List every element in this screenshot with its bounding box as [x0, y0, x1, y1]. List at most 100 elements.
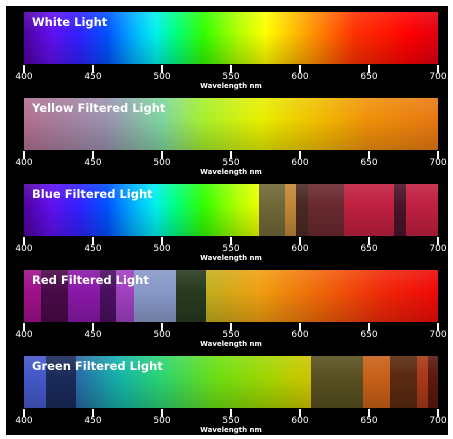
spectrum-band: [68, 270, 100, 322]
panel-red-filtered-light: Red Filtered Light 400 450 500 550 600 650 700…: [6, 264, 448, 349]
tick-label: 600: [291, 330, 309, 340]
panel-title: Blue Filtered Light: [32, 187, 153, 201]
tick-label: 700: [429, 72, 447, 82]
spectrum-diagram: White Light 400 450 500 550 600 650 700 Wavelen…: [6, 6, 448, 435]
axis-tick: [161, 323, 163, 331]
spectrum-bar: [24, 98, 438, 150]
tick-label: 600: [291, 244, 309, 254]
spectrum-band: [24, 356, 47, 408]
panel-green-filtered-light: Green Filtered Light 400 450 500 550 600 650 7…: [6, 350, 448, 435]
axis-tick: [92, 237, 94, 245]
axis-label: Wavelength nm: [200, 82, 262, 90]
spectrum-band: [311, 356, 364, 408]
axis-tick: [23, 151, 25, 159]
tick-label: 600: [291, 416, 309, 426]
panel-title: Yellow Filtered Light: [32, 101, 166, 115]
spectrum-band: [40, 270, 69, 322]
spectrum-band: [116, 270, 135, 322]
spectrum-band: [284, 184, 296, 236]
spectrum-band: [99, 270, 117, 322]
axis-label: Wavelength nm: [200, 254, 262, 262]
axis-tick: [161, 65, 163, 73]
tick-label: 450: [84, 244, 102, 254]
tick-label: 500: [153, 158, 171, 168]
spectrum-band: [46, 356, 77, 408]
axis-tick: [368, 237, 370, 245]
axis-tick: [161, 409, 163, 417]
axis-tick: [299, 323, 301, 331]
axis-tick: [437, 151, 439, 159]
tick-label: 600: [291, 158, 309, 168]
tick-label: 600: [291, 72, 309, 82]
panel-title: Red Filtered Light: [32, 273, 149, 287]
tick-label: 400: [15, 330, 33, 340]
axis-tick: [368, 65, 370, 73]
spectrum-bar: [24, 12, 438, 64]
spectrum-band: [406, 184, 438, 236]
tick-label: 400: [15, 72, 33, 82]
axis-tick: [92, 65, 94, 73]
axis-tick: [230, 151, 232, 159]
tick-label: 550: [222, 72, 240, 82]
tick-label: 550: [222, 330, 240, 340]
tick-label: 450: [84, 72, 102, 82]
tick-label: 400: [15, 416, 33, 426]
panel-white-light: White Light 400 450 500 550 600 650 700 Wavelen…: [6, 6, 448, 91]
axis-label: Wavelength nm: [200, 340, 262, 348]
tick-label: 500: [153, 244, 171, 254]
bar-shading: [24, 356, 438, 408]
axis-tick: [299, 237, 301, 245]
tick-label: 650: [360, 416, 378, 426]
spectrum-bar: [24, 270, 438, 322]
tick-label: 500: [153, 330, 171, 340]
tick-label: 550: [222, 416, 240, 426]
bar-shading: [24, 98, 438, 150]
panel-title: White Light: [32, 15, 108, 29]
tick-label: 450: [84, 158, 102, 168]
panel-yellow-filtered-light: Yellow Filtered Light 400 450 500 550 600 650…: [6, 92, 448, 177]
spectrum-band: [389, 356, 418, 408]
bar-shading: [24, 270, 438, 322]
axis-tick: [299, 151, 301, 159]
axis-tick: [23, 237, 25, 245]
axis-tick: [92, 151, 94, 159]
tick-label: 550: [222, 244, 240, 254]
bar-shading: [24, 184, 438, 236]
axis-tick: [437, 409, 439, 417]
axis-tick: [23, 65, 25, 73]
spectrum-band: [308, 184, 345, 236]
spectrum-gradient: [206, 270, 438, 322]
tick-label: 650: [360, 72, 378, 82]
tick-label: 700: [429, 158, 447, 168]
tick-label: 700: [429, 330, 447, 340]
spectrum-band: [24, 270, 41, 322]
tick-label: 400: [15, 158, 33, 168]
axis-tick: [299, 409, 301, 417]
axis-tick: [230, 237, 232, 245]
axis-tick: [230, 65, 232, 73]
spectrum-bar: [24, 184, 438, 236]
tick-label: 450: [84, 416, 102, 426]
axis-tick: [437, 237, 439, 245]
axis-tick: [299, 65, 301, 73]
axis-tick: [368, 151, 370, 159]
axis-tick: [230, 323, 232, 331]
tick-label: 650: [360, 244, 378, 254]
axis-tick: [23, 409, 25, 417]
spectrum-band: [417, 356, 429, 408]
axis-label: Wavelength nm: [200, 426, 262, 434]
axis-tick: [368, 409, 370, 417]
axis-tick: [230, 409, 232, 417]
axis-label: Wavelength nm: [200, 168, 262, 176]
panel-title: Green Filtered Light: [32, 359, 163, 373]
bar-shading: [24, 12, 438, 64]
tick-label: 700: [429, 416, 447, 426]
tick-label: 400: [15, 244, 33, 254]
tick-label: 650: [360, 330, 378, 340]
spectrum-band: [344, 184, 394, 236]
spectrum-band: [134, 270, 176, 322]
axis-tick: [437, 65, 439, 73]
panel-blue-filtered-light: Blue Filtered Light 400 450 500 550 600 650 70…: [6, 178, 448, 263]
axis-tick: [161, 237, 163, 245]
spectrum-band: [363, 356, 390, 408]
